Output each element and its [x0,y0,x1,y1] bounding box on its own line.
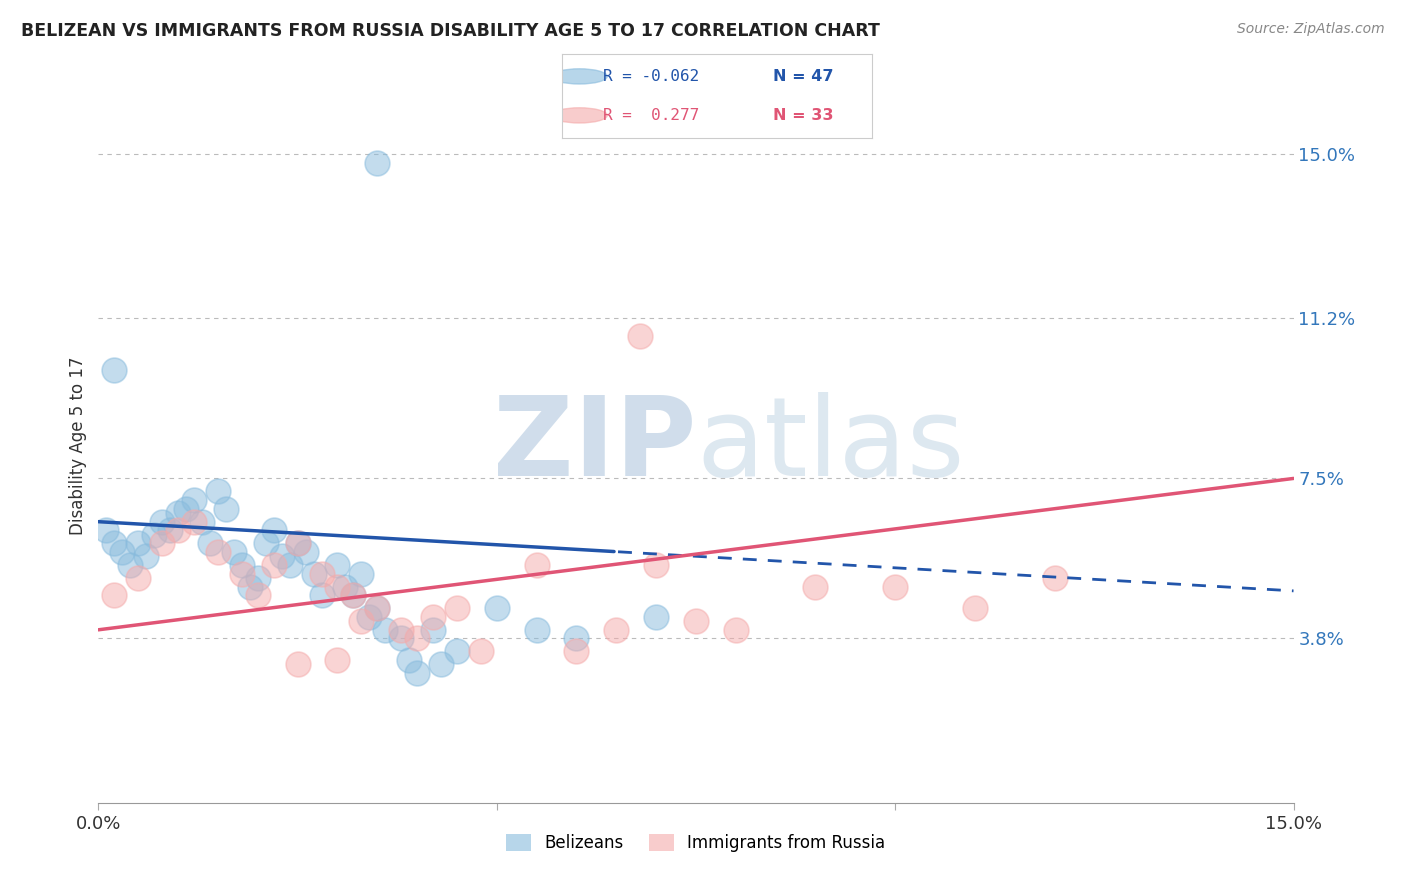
Point [326,653,349,667]
Circle shape [551,69,607,84]
Point [246,571,269,585]
Point [311,566,333,581]
Point [167,506,190,520]
Point [366,601,388,615]
Point [724,623,747,637]
Point [366,601,388,615]
Point [628,328,651,343]
Point [565,644,588,658]
Point [150,515,173,529]
Point [389,623,412,637]
Point [143,527,166,541]
Legend: Belizeans, Immigrants from Russia: Belizeans, Immigrants from Russia [499,827,893,859]
Point [174,501,197,516]
Point [302,566,325,581]
Circle shape [551,108,607,123]
Point [350,614,373,628]
Point [96,524,118,538]
Point [150,536,173,550]
Text: atlas: atlas [696,392,965,500]
Point [685,614,707,628]
Point [183,493,205,508]
Point [422,610,444,624]
Point [127,571,149,585]
Point [446,601,468,615]
Point [326,558,349,572]
Point [526,558,548,572]
Text: N = 47: N = 47 [773,69,834,84]
Point [645,610,668,624]
Point [287,536,309,550]
Y-axis label: Disability Age 5 to 17: Disability Age 5 to 17 [69,357,87,535]
Point [127,536,149,550]
Point [287,536,309,550]
Point [263,558,285,572]
Point [183,515,205,529]
Point [470,644,492,658]
Point [294,545,316,559]
Point [422,623,444,637]
Point [1043,571,1066,585]
Point [207,545,229,559]
Point [350,566,373,581]
Point [111,545,134,559]
Text: R =  0.277: R = 0.277 [603,108,699,123]
Point [389,632,412,646]
Point [963,601,986,615]
Point [645,558,668,572]
Point [366,155,388,169]
Point [398,653,420,667]
Point [335,580,357,594]
Point [215,501,238,516]
Point [231,558,253,572]
Text: R = -0.062: R = -0.062 [603,69,699,84]
Text: BELIZEAN VS IMMIGRANTS FROM RUSSIA DISABILITY AGE 5 TO 17 CORRELATION CHART: BELIZEAN VS IMMIGRANTS FROM RUSSIA DISAB… [21,22,880,40]
Point [430,657,453,672]
Point [159,524,181,538]
Point [231,566,253,581]
Point [804,580,827,594]
Point [485,601,508,615]
Point [406,632,429,646]
Point [342,588,364,602]
Point [135,549,157,564]
Point [278,558,301,572]
Point [270,549,292,564]
Point [526,623,548,637]
Point [103,363,125,377]
Point [342,588,364,602]
Point [120,558,142,572]
Point [326,580,349,594]
Point [884,580,907,594]
Point [605,623,627,637]
Point [246,588,269,602]
Point [239,580,262,594]
Point [198,536,221,550]
Point [207,484,229,499]
Point [254,536,277,550]
Point [565,632,588,646]
Point [374,623,396,637]
Point [222,545,245,559]
Point [103,588,125,602]
Text: N = 33: N = 33 [773,108,834,123]
Point [359,610,381,624]
Point [287,657,309,672]
Point [191,515,214,529]
Point [263,524,285,538]
Point [311,588,333,602]
Point [103,536,125,550]
Point [446,644,468,658]
Point [406,666,429,681]
Text: ZIP: ZIP [492,392,696,500]
Point [167,524,190,538]
Text: Source: ZipAtlas.com: Source: ZipAtlas.com [1237,22,1385,37]
